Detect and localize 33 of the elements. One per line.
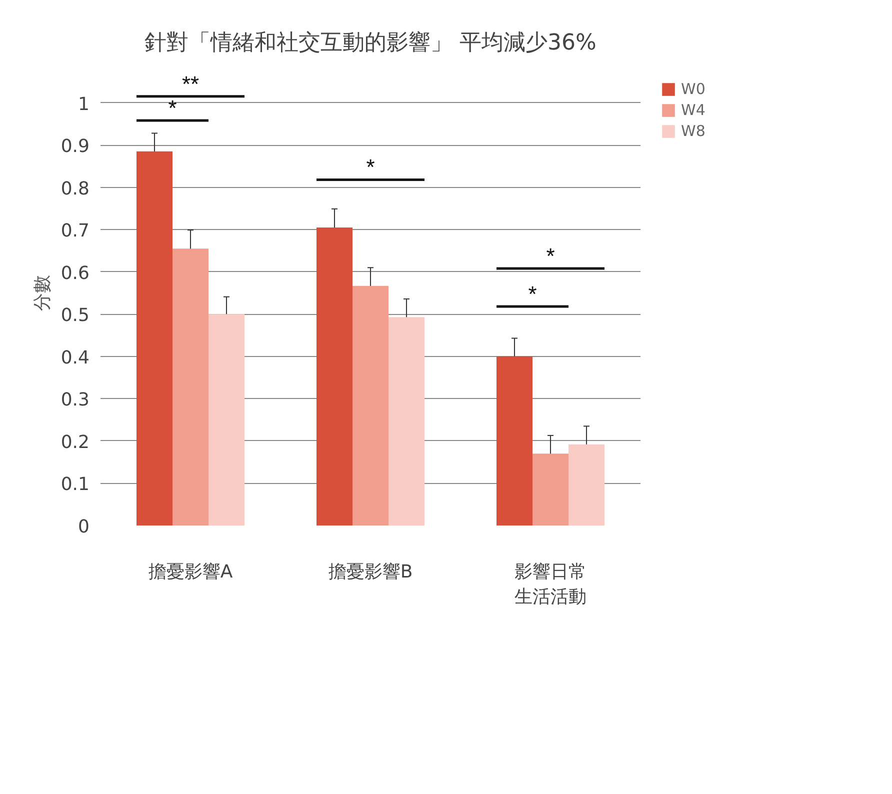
bar (568, 444, 604, 526)
annotation: * (168, 96, 178, 121)
bar (208, 314, 244, 526)
legend-label: W8 (681, 122, 706, 140)
y-tick-label: 0 (78, 516, 90, 538)
y-tick-label: 0.7 (60, 220, 90, 242)
bar (136, 151, 172, 526)
y-tick-label: 0.6 (60, 262, 90, 284)
y-tick-label: 0.3 (60, 390, 90, 411)
y-tick-label: 0.9 (60, 136, 90, 158)
legend-label: W0 (681, 80, 706, 98)
annotation: * (528, 282, 538, 307)
bar (496, 356, 532, 526)
y-tick-label: 1 (78, 94, 90, 115)
annotation: * (546, 243, 556, 268)
x-tick-label: 擔憂影響A (148, 562, 234, 582)
x-tick-label: 擔憂影響B (328, 562, 413, 582)
bar (172, 248, 208, 526)
annotation: * (366, 154, 376, 180)
y-axis-title: 分數 (32, 275, 53, 311)
y-tick-label: 0.8 (60, 178, 90, 200)
y-tick-label: 0.2 (60, 432, 90, 453)
chart-title: 針對「情緒和社交互動的影響」 平均減少36% (144, 30, 596, 56)
x-tick-label: 影響日常生活活動 (514, 562, 586, 608)
y-tick-label: 0.4 (60, 347, 90, 368)
bar (388, 317, 424, 526)
bar (532, 454, 568, 526)
y-tick-label: 0.5 (60, 305, 90, 326)
bar (352, 286, 388, 526)
legend-label: W4 (681, 101, 706, 119)
bar (316, 227, 352, 526)
y-tick-label: 0.1 (60, 474, 90, 496)
text: ** (182, 71, 200, 96)
